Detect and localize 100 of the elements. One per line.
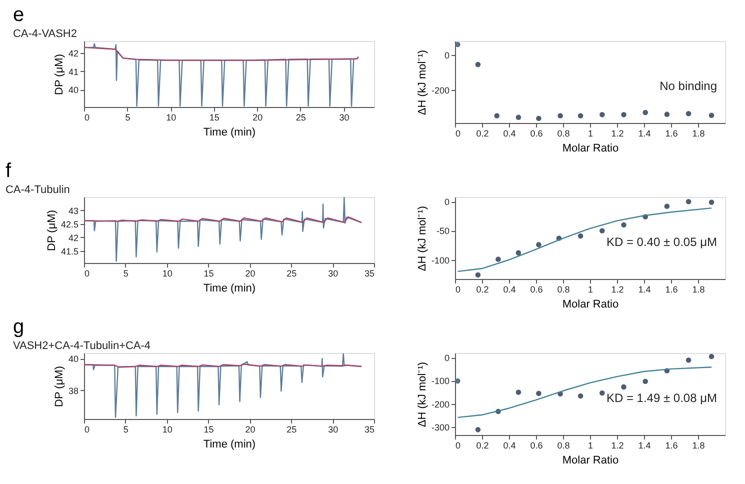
y-tick-label: -50 [436,226,450,236]
y-axis-title: ΔH (kJ mol⁻¹) [416,362,428,428]
point [536,116,542,122]
x-tick-label: 20 [252,112,263,122]
x-tick-label: 0 [456,284,461,294]
point [621,384,626,390]
point [642,378,648,384]
point [536,242,542,248]
y-axis-title: DP (μM) [53,54,66,95]
y-tick-label: 40 [68,85,78,96]
y-tick-label: 42 [68,48,78,58]
x-tick-label: 5 [123,268,128,278]
point [475,427,481,432]
x-tick-label: 0.8 [557,128,570,138]
point [708,112,714,118]
chart-subtitle: VASH2+CA-4-Tubulin+CA-4 [12,340,151,352]
chart-subtitle: CA-4-Tubulin [5,184,70,196]
x-tick-label: 0 [456,440,461,450]
x-axis-title: Molar Ratio [562,298,619,310]
x-tick-label: 0.2 [476,284,489,294]
point [578,233,584,239]
x-tick-label: 0.2 [476,128,489,138]
x-tick-label: 35 [364,268,374,278]
y-tick-label: 42 [68,232,78,243]
x-tick-label: 0.8 [557,284,570,294]
x-tick-label: 1.8 [692,440,705,450]
x-axis-title: Molar Ratio [562,454,619,466]
x-tick-label: 0.2 [476,440,489,450]
y-tick-label: 42.5 [60,219,78,230]
point [686,110,692,116]
x-tick-label: 25 [286,268,297,278]
y-axis-title: ΔH (kJ mol⁻¹) [416,50,428,116]
point [516,114,522,120]
point [455,378,460,384]
point [496,256,501,262]
point [686,358,692,363]
x-tick-label: 0 [84,268,90,278]
x-tick-label: 10 [162,424,172,434]
y-tick-label: -200 [431,86,450,96]
point [516,250,522,256]
y-tick-label: 0 [444,197,450,208]
point [708,354,714,360]
x-tick-label: 1.6 [665,284,678,294]
point [600,112,605,118]
annotation: KD = 0.40 ± 0.05 μM [606,235,717,250]
x-tick-label: 0.4 [503,128,516,138]
y-tick-label: 41 [68,66,78,77]
x-tick-label: 1.2 [611,284,624,294]
point [621,112,626,118]
x-axis-title: Time (min) [203,126,256,138]
x-tick-label: 15 [204,268,214,278]
x-tick-label: 0.6 [530,284,543,294]
x-tick-label: 0.4 [503,440,516,450]
x-tick-label: 1.4 [638,128,651,138]
x-tick-label: 0.6 [530,440,543,450]
x-tick-label: 20 [245,268,256,278]
x-tick-label: 35 [364,424,374,434]
point [686,199,692,204]
x-tick-label: 0.4 [503,284,516,294]
point [578,113,584,118]
point [494,113,500,118]
point [708,200,714,205]
y-tick-label: -200 [431,399,450,410]
x-tick-label: 30 [328,268,338,278]
point [600,228,605,234]
point [642,110,648,116]
x-tick-label: 1.6 [665,440,678,450]
x-tick-label: 20 [245,424,256,434]
line-series [84,46,360,61]
point [516,390,522,395]
x-tick-label: 1.6 [665,128,678,138]
point [475,272,481,278]
x-tick-label: 15 [209,112,220,122]
y-axis-title: DP (μM) [46,210,58,251]
point [664,112,670,117]
x-tick-label: 5 [123,424,128,434]
x-tick-label: 10 [166,112,176,122]
chart-title: e [12,4,24,26]
x-tick-label: 25 [296,112,306,122]
point [621,222,626,228]
annotation: KD = 1.49 ± 0.08 μM [606,391,717,406]
y-tick-label: 43 [68,206,78,216]
x-tick-label: 1.2 [611,128,624,138]
x-tick-label: 1 [588,128,594,138]
x-tick-label: 1.4 [638,284,651,294]
y-tick-label: 0 [444,50,450,60]
x-tick-label: 1 [588,440,594,450]
y-tick-label: 41.5 [60,246,78,256]
y-axis-title: DP (μM) [53,366,66,407]
point [600,390,605,396]
point [455,42,460,48]
x-tick-label: 1 [588,284,594,294]
point [578,393,584,399]
point [664,204,670,209]
x-tick-label: 0 [84,112,90,122]
x-axis-title: Molar Ratio [562,142,619,154]
point [475,62,481,68]
x-tick-label: 30 [328,424,338,434]
x-tick-label: 1.8 [692,128,705,138]
y-tick-label: -100 [431,376,450,386]
